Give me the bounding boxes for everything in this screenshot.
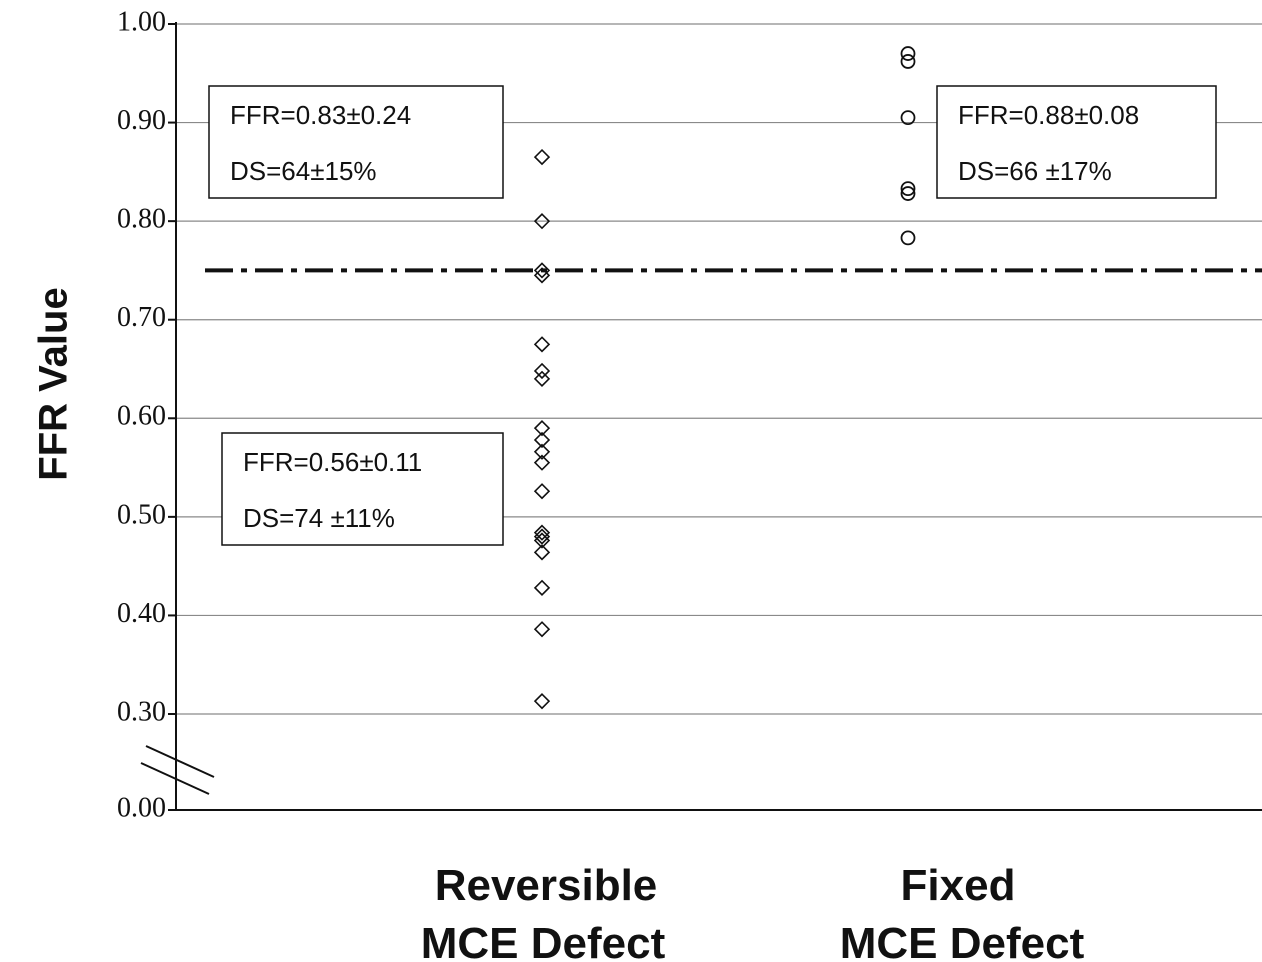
annotation-ffr-text: FFR=0.88±0.08 xyxy=(958,100,1139,130)
axis-break-mark xyxy=(140,745,215,795)
category-label-reversible-line1: Reversible xyxy=(435,861,658,910)
data-point-diamond xyxy=(533,524,551,541)
y-axis-ticks: 1.00 0.90 0.80 0.70 0.60 0.50 0.40 0.30 0.00 xyxy=(117,6,176,823)
data-point-diamond xyxy=(533,370,551,387)
y-tick-label: 0.50 xyxy=(117,499,166,530)
data-point-diamond xyxy=(533,336,551,353)
y-tick-label: 1.00 xyxy=(117,6,166,37)
data-point-diamond xyxy=(533,148,551,166)
annotation-ds-text: DS=66 ±17% xyxy=(958,156,1112,186)
data-point-circle xyxy=(900,110,916,126)
y-tick-label: 0.00 xyxy=(117,792,166,823)
data-point-diamond xyxy=(533,532,551,549)
y-tick-label: 0.80 xyxy=(117,204,166,235)
axis-break-stroke xyxy=(145,745,215,778)
annotation-ds-text: DS=74 ±11% xyxy=(243,503,395,533)
y-tick-label: 0.70 xyxy=(117,302,166,333)
category-label-fixed-line2: MCE Defect xyxy=(840,919,1085,962)
data-point-circle xyxy=(900,230,916,246)
data-point-diamond xyxy=(533,544,551,561)
annotation-ds-text: DS=64±15% xyxy=(230,156,377,186)
category-label-reversible-line2: MCE Defect xyxy=(421,919,666,962)
category-label-fixed-line1: Fixed xyxy=(901,861,1016,910)
data-point-diamond xyxy=(533,443,551,460)
data-point-diamond xyxy=(533,579,551,596)
data-point-circle xyxy=(900,186,916,201)
data-point-diamond xyxy=(533,267,551,284)
data-points xyxy=(533,46,916,710)
data-point-diamond xyxy=(533,454,551,471)
data-point-diamond xyxy=(533,431,551,449)
y-tick-label: 0.30 xyxy=(117,696,166,727)
data-point-diamond xyxy=(533,528,551,545)
y-tick-label: 0.40 xyxy=(117,598,166,629)
annotation-ffr-text: FFR=0.83±0.24 xyxy=(230,100,411,130)
data-point-diamond xyxy=(533,420,551,437)
data-point-diamond xyxy=(533,362,551,380)
data-point-diamond xyxy=(533,621,551,638)
y-tick-label: 0.60 xyxy=(117,401,166,432)
data-point-circle xyxy=(900,46,916,61)
y-tick-label: 0.90 xyxy=(117,105,166,136)
annotation-box-reversible-below: FFR=0.56±0.11 DS=74 ±11% xyxy=(221,432,504,546)
annotation-box-fixed: FFR=0.88±0.08 DS=66 ±17% xyxy=(936,85,1217,199)
axis-break-stroke xyxy=(140,762,210,795)
data-point-circle xyxy=(900,181,916,197)
data-point-diamond xyxy=(533,262,551,279)
data-point-diamond xyxy=(533,483,551,500)
data-point-diamond xyxy=(533,693,551,710)
annotation-box-reversible-all: FFR=0.83±0.24 DS=64±15% xyxy=(208,85,504,199)
data-point-diamond xyxy=(533,213,551,230)
annotation-ffr-text: FFR=0.56±0.11 xyxy=(243,447,422,477)
data-point-circle xyxy=(900,54,916,69)
y-axis-label: FFR Value xyxy=(32,287,76,480)
